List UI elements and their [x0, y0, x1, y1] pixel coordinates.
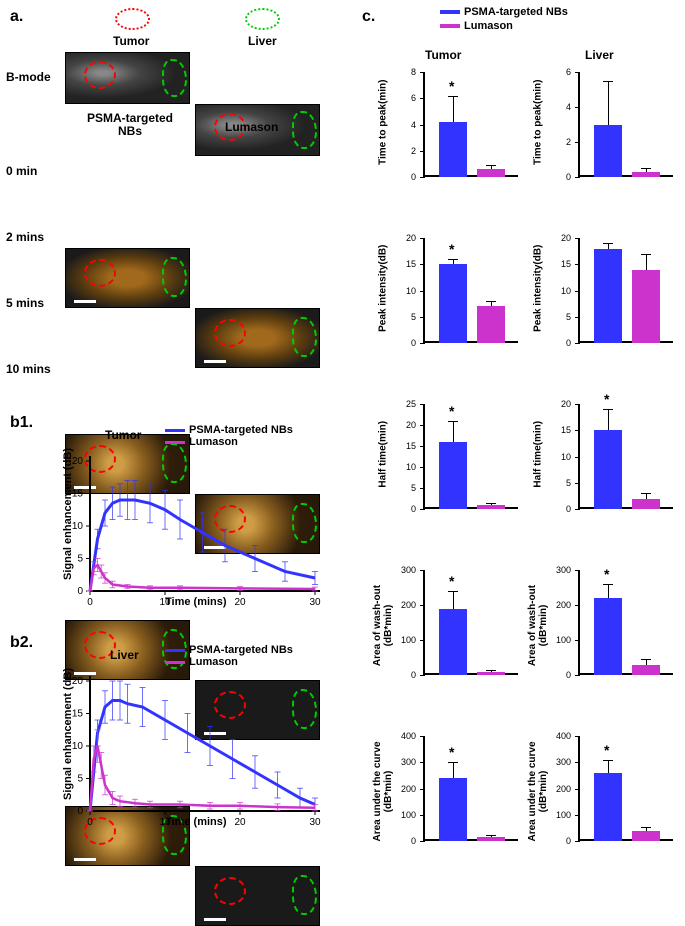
svg-text:0: 0 — [87, 817, 93, 828]
timepoint-label: 5 mins — [6, 296, 44, 310]
bmode-tumor-image — [65, 52, 190, 104]
panel-a-label: a. — [10, 8, 23, 26]
bar-chart: Area of wash-out(dB*min)0100200300* — [395, 570, 530, 705]
bar-chart: Area under the curve(dB*min)010020030040… — [550, 736, 685, 871]
svg-text:10: 10 — [72, 521, 84, 532]
timepoint-label: 0 min — [6, 164, 37, 178]
svg-text:5: 5 — [77, 554, 83, 565]
svg-text:30: 30 — [309, 817, 321, 828]
svg-text:0: 0 — [77, 586, 83, 597]
svg-text:20: 20 — [234, 817, 246, 828]
panel-b1-chart: Tumor PSMA-targeted NBs Lumason Signal e… — [55, 418, 330, 613]
svg-text:20: 20 — [72, 676, 84, 687]
bar-chart: Peak intensity(dB)05101520 — [550, 238, 685, 373]
bmode-label: B-mode — [6, 70, 51, 84]
contrast-image — [65, 248, 190, 308]
timepoint-label: 10 mins — [6, 362, 51, 376]
bar-chart: Time to peak(min)02468* — [395, 72, 530, 207]
bar-chart: Half time(min)0510152025* — [395, 404, 530, 539]
timepoint-label: 2 mins — [6, 230, 44, 244]
panel-b2-label: b2. — [10, 634, 33, 652]
svg-text:15: 15 — [72, 489, 84, 500]
panel-b1-label: b1. — [10, 414, 33, 432]
svg-text:0: 0 — [77, 806, 83, 817]
tumor-header: Tumor — [113, 34, 149, 48]
contrast-image — [195, 866, 320, 926]
svg-text:20: 20 — [72, 456, 84, 467]
svg-text:10: 10 — [72, 741, 84, 752]
psma-col-header: PSMA-targetedNBs — [75, 112, 185, 138]
liver-roi-legend — [245, 8, 280, 30]
svg-text:0: 0 — [87, 597, 93, 608]
c-tumor-header: Tumor — [425, 48, 461, 62]
tumor-roi-legend — [115, 8, 150, 30]
bar-chart: Half time(min)05101520* — [550, 404, 685, 539]
bar-chart: Peak intensity(dB)05101520* — [395, 238, 530, 373]
liver-header: Liver — [248, 34, 277, 48]
svg-text:30: 30 — [309, 597, 321, 608]
svg-text:5: 5 — [77, 774, 83, 785]
contrast-image — [195, 308, 320, 368]
svg-text:20: 20 — [234, 597, 246, 608]
svg-text:15: 15 — [72, 709, 84, 720]
panel-b2-chart: Liver PSMA-targeted NBs Lumason Signal e… — [55, 638, 330, 833]
bar-chart: Area of wash-out(dB*min)0100200300* — [550, 570, 685, 705]
bar-chart: Area under the curve(dB*min)010020030040… — [395, 736, 530, 871]
bar-chart: Time to peak(min)0246 — [550, 72, 685, 207]
lumason-col-header: Lumason — [225, 120, 278, 134]
c-liver-header: Liver — [585, 48, 614, 62]
panel-c-label: c. — [362, 8, 375, 26]
